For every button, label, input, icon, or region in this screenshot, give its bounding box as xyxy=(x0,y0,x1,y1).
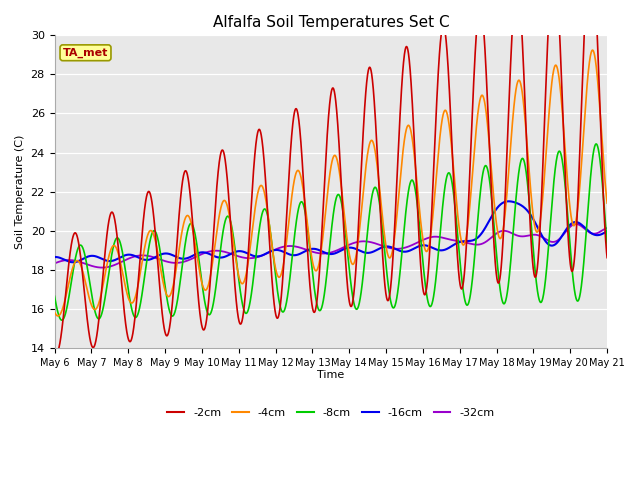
Title: Alfalfa Soil Temperatures Set C: Alfalfa Soil Temperatures Set C xyxy=(212,15,449,30)
Y-axis label: Soil Temperature (C): Soil Temperature (C) xyxy=(15,134,25,249)
Legend: -2cm, -4cm, -8cm, -16cm, -32cm: -2cm, -4cm, -8cm, -16cm, -32cm xyxy=(163,403,499,422)
Text: TA_met: TA_met xyxy=(63,48,108,58)
X-axis label: Time: Time xyxy=(317,370,344,380)
